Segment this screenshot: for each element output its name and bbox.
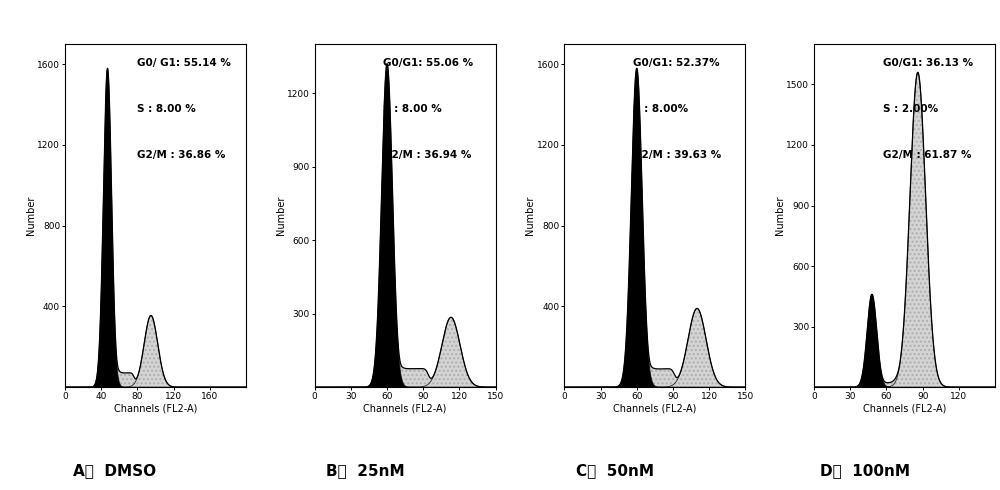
Text: G2/M : 36.86 %: G2/M : 36.86 % xyxy=(137,150,226,160)
X-axis label: Channels (FL2-A): Channels (FL2-A) xyxy=(363,404,447,414)
Text: G2/M : 61.87 %: G2/M : 61.87 % xyxy=(883,150,971,160)
Text: S : 2.00%: S : 2.00% xyxy=(883,104,938,114)
Text: D：  100nM: D： 100nM xyxy=(820,463,910,478)
Text: G0/G1: 52.37%: G0/G1: 52.37% xyxy=(633,58,720,68)
Text: S : 8.00%: S : 8.00% xyxy=(633,104,688,114)
Text: C：  50nM: C： 50nM xyxy=(576,463,654,478)
Text: S : 8.00 %: S : 8.00 % xyxy=(383,104,442,114)
Text: S : 8.00 %: S : 8.00 % xyxy=(137,104,196,114)
Text: G0/G1: 55.06 %: G0/G1: 55.06 % xyxy=(383,58,474,68)
Y-axis label: Number: Number xyxy=(276,196,286,235)
Y-axis label: Number: Number xyxy=(525,196,535,235)
Text: G0/G1: 36.13 %: G0/G1: 36.13 % xyxy=(883,58,973,68)
X-axis label: Channels (FL2-A): Channels (FL2-A) xyxy=(613,404,697,414)
X-axis label: Channels (FL2-A): Channels (FL2-A) xyxy=(863,404,946,414)
Text: G0/ G1: 55.14 %: G0/ G1: 55.14 % xyxy=(137,58,231,68)
Text: B：  25nM: B： 25nM xyxy=(326,463,404,478)
Text: A：  DMSO: A： DMSO xyxy=(73,463,157,478)
X-axis label: Channels (FL2-A): Channels (FL2-A) xyxy=(114,404,197,414)
Y-axis label: Number: Number xyxy=(775,196,785,235)
Text: G2/M : 39.63 %: G2/M : 39.63 % xyxy=(633,150,721,160)
Text: G2/M : 36.94 %: G2/M : 36.94 % xyxy=(383,150,472,160)
Y-axis label: Number: Number xyxy=(26,196,36,235)
